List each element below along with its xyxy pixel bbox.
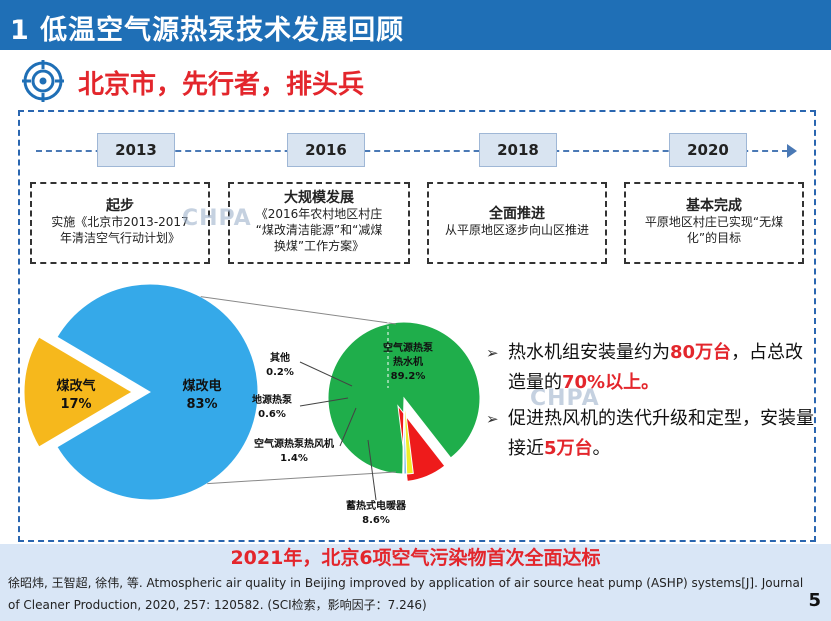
stage-line: “煤改清洁能源”和“减煤 [255,223,383,237]
stage-line: 实施《北京市2013-2017 [51,215,189,229]
leader-other [299,361,353,387]
page-number: 5 [808,590,821,611]
pie-left [23,283,259,501]
year-2020: 2020 [669,133,747,167]
content-frame [18,110,816,542]
slice-name: 其他 [270,353,290,364]
pie-right [327,321,481,482]
stage-line: 换煤”工作方案》 [273,239,365,253]
stage-start: 起步 实施《北京市2013-2017 年清洁空气行动计划》 [30,182,210,264]
leader-storage-heater [367,439,377,501]
stage-line: 年清洁空气行动计划》 [59,231,180,245]
bullet-highlight: 5万台 [544,438,593,459]
footer-highlight: 2021年，北京6项空气污染物首次全面达标 [230,547,601,569]
slice-coal-to-gas [23,336,133,448]
stage-full-push: 全面推进 从平原地区逐步向山区推进 [427,182,607,264]
year-2018: 2018 [479,133,557,167]
connector-line-top [200,296,397,325]
timeline-axis [36,150,788,152]
slice-value: 0.6% [258,409,286,420]
target-icon [22,60,64,102]
stage-heading: 基本完成 [686,198,742,214]
bullet-air-heater: 促进热风机的迭代升级和定型，安装量接近5万台。 [486,404,816,464]
citation: 徐昭炜, 王智超, 徐伟, 等. Atmospheric air quality… [8,576,804,612]
bullet-highlight: 80万台 [670,342,732,363]
slice-value: 89.2% [390,371,426,382]
slice-label-coal-to-electric: 煤改电 83% [174,378,230,414]
slice-value: 83% [186,397,218,412]
slice-label-coal-to-gas: 煤改气 17% [48,378,104,414]
stage-heading: 大规模发展 [284,190,354,206]
slice-value: 8.6% [362,515,390,526]
watermark-logo: CHPA [182,206,252,231]
slice-coal-to-electric [56,283,259,501]
stage-complete: 基本完成 平原地区村庄已实现“无煤 化”的目标 [624,182,804,264]
slice-name: 煤改气 [56,379,96,394]
slice-name: 空气源热泵热水机 [383,343,433,368]
slice-name: 蓄热式电暖器 [346,501,406,512]
year-2016: 2016 [287,133,365,167]
timeline-arrow-icon [787,144,797,158]
stage-heading: 起步 [106,198,134,214]
year-2013: 2013 [97,133,175,167]
slice-label-air-heater: 空气源热泵热风机 1.4% [244,438,344,466]
slice-value: 1.4% [280,453,308,464]
bullet-highlight: 70%以上。 [562,372,660,393]
leader-air-heater [339,407,357,447]
page-title: 1 低温空气源热泵技术发展回顾 [10,15,405,46]
stage-scale-up: 大规模发展 《2016年农村地区村庄 “煤改清洁能源”和“减煤 换煤”工作方案》 [228,182,410,264]
bullet-text: 热水机组安装量约为 [508,342,670,363]
slice-label-water-heater: 空气源热泵热水机 89.2% [380,342,436,384]
slice-other [402,397,405,475]
footer-band: 2021年，北京6项空气污染物首次全面达标 徐昭炜, 王智超, 徐伟, 等. A… [0,544,831,621]
stage-heading: 全面推进 [489,206,545,222]
slice-label-other: 其他 0.2% [260,352,300,380]
slice-label-storage-heater: 蓄热式电暖器 8.6% [336,500,416,528]
stage-line: 《2016年农村地区村庄 [255,207,383,221]
bullet-text: 。 [592,438,611,459]
slice-value: 17% [60,397,92,412]
section-title: 北京市，先行者，排头兵 [78,70,365,100]
slice-name: 煤改电 [182,379,222,394]
slice-name: 空气源热泵热风机 [254,439,334,450]
stage-line: 从平原地区逐步向山区推进 [444,223,589,237]
stage-line: 平原地区村庄已实现“无煤 [644,215,784,229]
key-points: 热水机组安装量约为80万台，占总改造量的70%以上。 促进热风机的迭代升级和定型… [486,338,816,464]
bullet-text: 促进热风机的迭代升级和定型，安装量接近 [508,408,814,459]
title-bar: 1 低温空气源热泵技术发展回顾 [0,0,831,50]
stage-line: 化”的目标 [686,231,742,245]
bullet-water-heater: 热水机组安装量约为80万台，占总改造量的70%以上。 [486,338,816,398]
leader-ground-source [299,397,349,407]
bullet-text: ，占总改造量的 [508,342,804,393]
connector-line-bottom [207,471,397,485]
slice-label-ground-source: 地源热泵 0.6% [242,394,302,422]
slice-value: 0.2% [266,367,294,378]
slice-name: 地源热泵 [252,395,292,406]
